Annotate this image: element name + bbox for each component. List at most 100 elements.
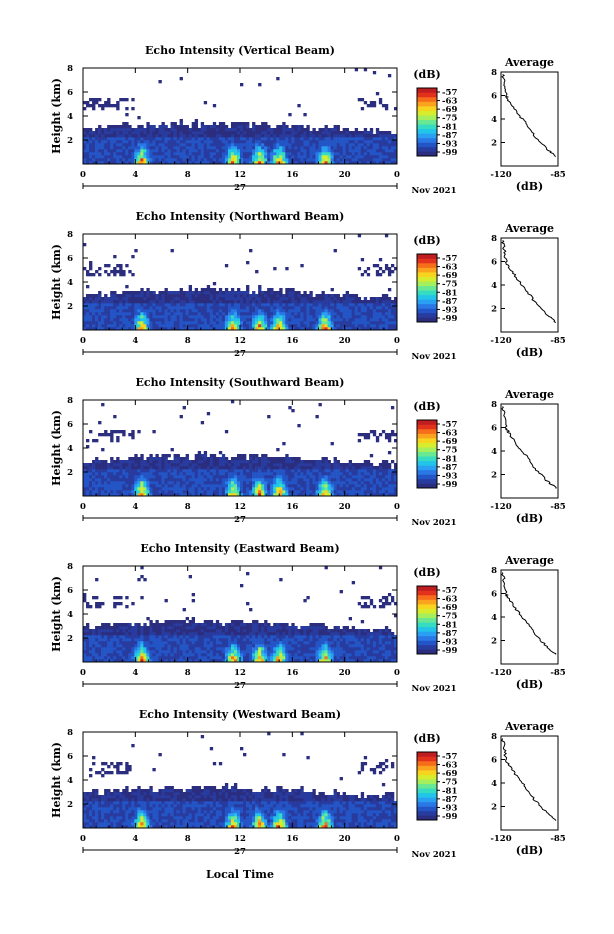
heatmap-cell xyxy=(207,484,210,487)
heatmap-cell xyxy=(89,463,92,466)
heatmap-cell xyxy=(340,315,343,318)
heatmap-cell xyxy=(86,131,89,134)
heatmap-cell xyxy=(143,647,146,650)
heatmap-cell xyxy=(140,128,143,131)
heatmap-cell xyxy=(171,484,174,487)
heatmap-cell xyxy=(174,312,177,315)
heatmap-cell xyxy=(270,318,273,321)
heatmap-cell xyxy=(334,312,337,315)
heatmap-cell xyxy=(158,653,161,656)
heatmap-cell xyxy=(258,472,261,475)
heatmap-cell xyxy=(180,469,183,472)
heatmap-cell xyxy=(294,149,297,152)
heatmap-cell xyxy=(276,466,279,469)
heatmap-cell xyxy=(346,478,349,481)
heatmap-cell xyxy=(149,149,152,152)
heatmap-cell xyxy=(376,128,379,131)
heatmap-cell xyxy=(261,143,264,146)
heatmap-cell xyxy=(240,143,243,146)
heatmap-cell xyxy=(128,484,131,487)
heatmap-cell xyxy=(279,312,282,315)
heatmap-cell xyxy=(216,155,219,158)
heatmap-cell xyxy=(107,318,110,321)
heatmap-cell xyxy=(201,318,204,321)
heatmap-cell xyxy=(246,463,249,466)
heatmap-cell xyxy=(113,152,116,155)
heatmap-cell xyxy=(243,324,246,327)
heatmap-cell xyxy=(255,152,258,155)
heatmap-cell xyxy=(165,306,168,309)
heatmap-cell xyxy=(288,487,291,490)
heatmap-cell xyxy=(92,98,95,101)
heatmap-cell xyxy=(107,321,110,324)
heatmap-cell xyxy=(116,632,119,635)
heatmap-cell xyxy=(207,140,210,143)
heatmap-cell xyxy=(373,481,376,484)
heatmap-cell xyxy=(143,635,146,638)
heatmap-cell xyxy=(252,315,255,318)
heatmap-cell xyxy=(249,463,252,466)
heatmap-cell xyxy=(198,481,201,484)
heatmap-cell xyxy=(198,318,201,321)
heatmap-cell xyxy=(110,315,113,318)
heatmap-cell xyxy=(101,146,104,149)
heatmap-cell xyxy=(216,475,219,478)
heatmap-cell xyxy=(279,469,282,472)
heatmap-cell xyxy=(361,134,364,137)
heatmap-cell xyxy=(352,463,355,466)
heatmap-cell xyxy=(116,309,119,312)
heatmap-cell xyxy=(210,312,213,315)
heatmap-cell xyxy=(216,152,219,155)
heatmap-cell xyxy=(222,131,225,134)
heatmap-cell xyxy=(158,321,161,324)
heatmap-cell xyxy=(376,436,379,439)
heatmap-cell xyxy=(113,623,116,626)
heatmap-cell xyxy=(143,143,146,146)
heatmap-cell xyxy=(240,475,243,478)
heatmap-cell xyxy=(207,300,210,303)
heatmap-cell xyxy=(143,653,146,656)
heatmap-cell xyxy=(174,300,177,303)
heatmap-cell xyxy=(297,303,300,306)
heatmap-cell xyxy=(174,321,177,324)
heatmap-cell xyxy=(119,98,122,101)
heatmap-cell xyxy=(252,152,255,155)
heatmap-cell xyxy=(349,478,352,481)
heatmap-cell xyxy=(276,315,279,318)
heatmap-cell xyxy=(267,475,270,478)
heatmap-cell xyxy=(210,291,213,294)
x-tick-label: 8 xyxy=(185,336,191,346)
heatmap-cell xyxy=(322,312,325,315)
heatmap-cell xyxy=(89,653,92,656)
heatmap-cell xyxy=(92,104,95,107)
heatmap-cell xyxy=(261,484,264,487)
heatmap-cell xyxy=(180,626,183,629)
heatmap-cell xyxy=(152,484,155,487)
heatmap-cell xyxy=(385,481,388,484)
heatmap-cell xyxy=(158,484,161,487)
heatmap-cell xyxy=(165,158,168,161)
heatmap-cell xyxy=(261,149,264,152)
heatmap-cells xyxy=(83,400,397,496)
heatmap-cell xyxy=(279,463,282,466)
heatmap-cell xyxy=(322,149,325,152)
heatmap-cell xyxy=(216,134,219,137)
heatmap-cell xyxy=(258,152,261,155)
heatmap-cell xyxy=(168,644,171,647)
colorbar-swatch xyxy=(417,138,437,143)
heatmap-cell xyxy=(364,303,367,306)
heatmap-cell xyxy=(204,469,207,472)
heatmap-cell xyxy=(246,469,249,472)
heatmap-cell xyxy=(282,303,285,306)
heatmap-cell xyxy=(152,324,155,327)
heatmap-cell xyxy=(385,315,388,318)
heatmap-cell xyxy=(143,303,146,306)
average-x-tick-label: -120 xyxy=(490,170,511,180)
heatmap-cell xyxy=(249,249,252,252)
heatmap-cell xyxy=(213,460,216,463)
heatmap-cell xyxy=(201,158,204,161)
heatmap-cell xyxy=(273,478,276,481)
heatmap-cell xyxy=(364,466,367,469)
heatmap-cell xyxy=(131,149,134,152)
average-y-tick-label: 8 xyxy=(491,68,497,78)
